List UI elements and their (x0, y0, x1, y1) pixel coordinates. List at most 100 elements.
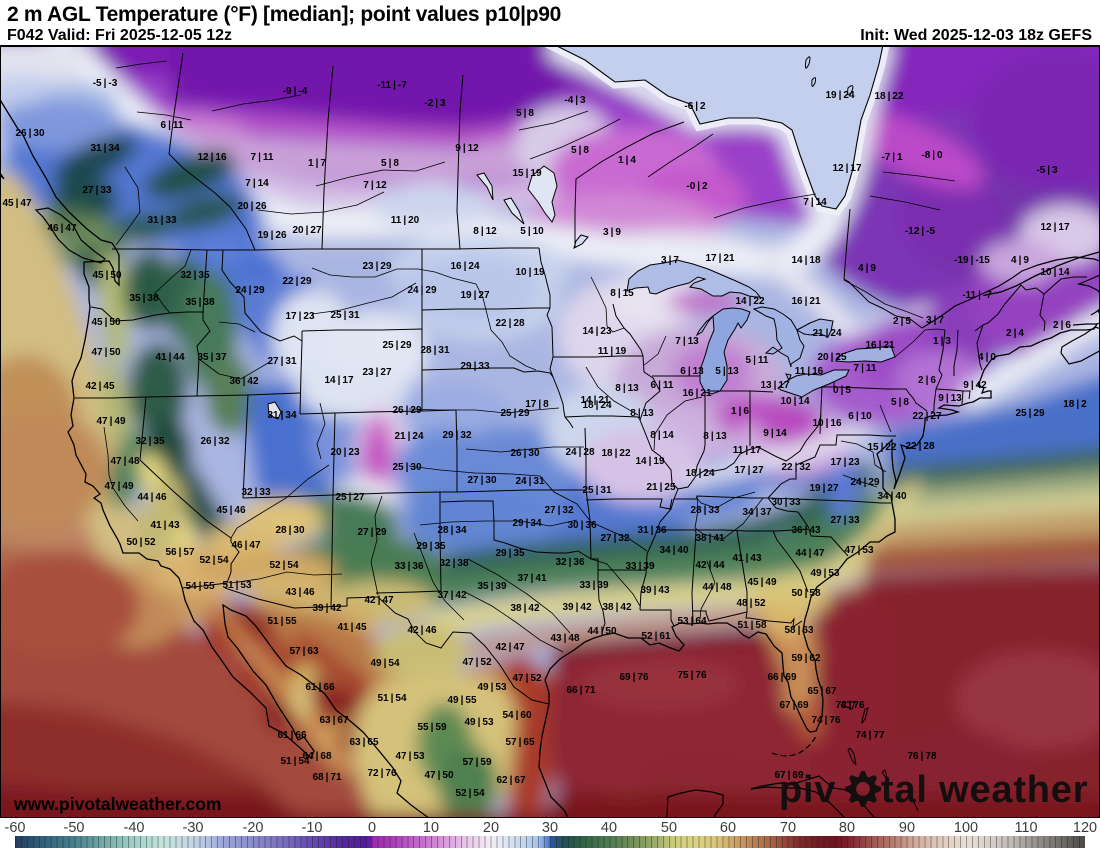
svg-text:11 | 16: 11 | 16 (795, 366, 824, 377)
svg-text:65 | 67: 65 | 67 (807, 686, 836, 697)
svg-text:27 | 33: 27 | 33 (82, 185, 111, 196)
svg-text:74 | 76: 74 | 76 (811, 715, 840, 726)
svg-text:4 | 0: 4 | 0 (978, 352, 996, 363)
svg-text:74 | 77: 74 | 77 (855, 730, 884, 741)
svg-text:64 | 68: 64 | 68 (302, 751, 331, 762)
svg-text:9 | 13: 9 | 13 (938, 393, 962, 404)
svg-text:7 | 14: 7 | 14 (245, 178, 269, 189)
svg-text:39 | 42: 39 | 42 (312, 603, 341, 614)
svg-text:23 | 29: 23 | 29 (362, 261, 391, 272)
svg-text:-12 | -5: -12 | -5 (905, 226, 936, 237)
svg-text:16 | 21: 16 | 21 (791, 296, 820, 307)
svg-text:5 | 10: 5 | 10 (520, 226, 544, 237)
svg-text:25 | 30: 25 | 30 (392, 462, 421, 473)
svg-text:16 | 21: 16 | 21 (682, 388, 711, 399)
svg-text:27 | 29: 27 | 29 (357, 527, 386, 538)
svg-text:-9 | -4: -9 | -4 (283, 86, 308, 97)
svg-text:30 | 33: 30 | 33 (771, 497, 800, 508)
svg-text:17 | 23: 17 | 23 (830, 457, 859, 468)
svg-text:11 | 20: 11 | 20 (391, 215, 420, 226)
svg-text:29 | 35: 29 | 35 (416, 541, 445, 552)
svg-text:32 | 35: 32 | 35 (180, 270, 209, 281)
svg-text:14 | 17: 14 | 17 (324, 375, 353, 386)
svg-text:20 | 25: 20 | 25 (817, 352, 846, 363)
svg-text:21 | 25: 21 | 25 (646, 482, 675, 493)
svg-text:14 | 18: 14 | 18 (791, 255, 820, 266)
svg-text:25 | 31: 25 | 31 (582, 485, 611, 496)
svg-text:3 | 7: 3 | 7 (661, 255, 679, 266)
svg-text:2 | 6: 2 | 6 (918, 375, 936, 386)
svg-text:14 | 22: 14 | 22 (735, 296, 764, 307)
svg-text:62 | 67: 62 | 67 (496, 775, 525, 786)
svg-text:3 | 9: 3 | 9 (603, 227, 621, 238)
svg-text:38 | 41: 38 | 41 (695, 533, 724, 544)
svg-text:31 | 34: 31 | 34 (90, 143, 119, 154)
svg-text:56 | 57: 56 | 57 (165, 547, 194, 558)
svg-text:66 | 71: 66 | 71 (566, 685, 595, 696)
svg-text:49 | 53: 49 | 53 (464, 717, 493, 728)
svg-text:16 | 24: 16 | 24 (450, 261, 479, 272)
svg-text:29 | 32: 29 | 32 (442, 430, 471, 441)
svg-text:20 | 27: 20 | 27 (292, 225, 321, 236)
svg-text:52 | 54: 52 | 54 (455, 788, 484, 799)
svg-text:27 | 32: 27 | 32 (600, 533, 629, 544)
svg-text:32 | 35: 32 | 35 (135, 436, 164, 447)
svg-text:51 | 58: 51 | 58 (737, 620, 766, 631)
svg-text:24 | 28: 24 | 28 (565, 447, 594, 458)
svg-text:9 | 14: 9 | 14 (763, 428, 787, 439)
svg-text:8 | 13: 8 | 13 (615, 383, 639, 394)
svg-text:-0 | 2: -0 | 2 (686, 181, 708, 192)
svg-text:piv: piv (779, 769, 836, 811)
svg-text:35 | 38: 35 | 38 (185, 297, 214, 308)
svg-text:49 | 53: 49 | 53 (477, 682, 506, 693)
svg-text:37 | 41: 37 | 41 (517, 573, 546, 584)
svg-text:25 | 29: 25 | 29 (382, 340, 411, 351)
svg-text:10 | 14: 10 | 14 (1040, 267, 1069, 278)
svg-text:16 | 21: 16 | 21 (865, 340, 894, 351)
svg-text:30 | 36: 30 | 36 (567, 520, 596, 531)
svg-text:18 | 22: 18 | 22 (601, 448, 630, 459)
svg-text:27 | 31: 27 | 31 (267, 356, 296, 367)
svg-text:1 | 4: 1 | 4 (618, 155, 636, 166)
svg-text:7 | 13: 7 | 13 (675, 336, 699, 347)
svg-text:42 | 47: 42 | 47 (495, 642, 524, 653)
svg-text:54 | 55: 54 | 55 (185, 581, 214, 592)
svg-text:25 | 29: 25 | 29 (500, 408, 529, 419)
svg-text:1 | 7: 1 | 7 (308, 158, 326, 169)
svg-text:28 | 31: 28 | 31 (420, 345, 449, 356)
svg-text:32 | 38: 32 | 38 (439, 558, 468, 569)
svg-text:27 | 30: 27 | 30 (467, 475, 496, 486)
svg-text:-2 | 3: -2 | 3 (424, 98, 446, 109)
svg-text:37 | 42: 37 | 42 (437, 590, 466, 601)
svg-text:53 | 64: 53 | 64 (677, 616, 706, 627)
svg-text:33 | 39: 33 | 39 (579, 580, 608, 591)
svg-text:67 | 69: 67 | 69 (774, 770, 803, 781)
svg-text:25 | 31: 25 | 31 (330, 310, 359, 321)
svg-text:26 | 29: 26 | 29 (392, 405, 421, 416)
svg-text:7 | 12: 7 | 12 (363, 180, 387, 191)
svg-text:18 | 24: 18 | 24 (685, 468, 714, 479)
svg-text:6 | 13: 6 | 13 (680, 366, 704, 377)
svg-text:5 | 8: 5 | 8 (571, 145, 589, 156)
svg-text:17 | 23: 17 | 23 (285, 311, 314, 322)
svg-text:1 | 3: 1 | 3 (933, 336, 951, 347)
svg-text:5 | 8: 5 | 8 (891, 397, 909, 408)
svg-text:38 | 42: 38 | 42 (602, 602, 631, 613)
svg-text:57 | 65: 57 | 65 (505, 737, 534, 748)
svg-text:46 | 47: 46 | 47 (231, 540, 260, 551)
svg-text:28 | 34: 28 | 34 (437, 525, 466, 536)
svg-text:5 | 11: 5 | 11 (746, 355, 769, 366)
svg-text:50 | 52: 50 | 52 (126, 537, 155, 548)
svg-text:12 | 17: 12 | 17 (1040, 222, 1069, 233)
svg-text:46 | 47: 46 | 47 (47, 223, 76, 234)
svg-text:50 | 58: 50 | 58 (791, 588, 820, 599)
svg-text:29 | 34: 29 | 34 (512, 518, 541, 529)
svg-text:5 | 13: 5 | 13 (715, 366, 739, 377)
svg-text:-4 | 3: -4 | 3 (564, 95, 586, 106)
svg-text:69 | 76: 69 | 76 (619, 672, 648, 683)
svg-text:13 | 17: 13 | 17 (760, 380, 789, 391)
svg-text:31 | 36: 31 | 36 (637, 525, 666, 536)
svg-text:42 | 47: 42 | 47 (364, 595, 393, 606)
svg-text:43 | 46: 43 | 46 (285, 587, 314, 598)
svg-text:18 | 2: 18 | 2 (1063, 399, 1087, 410)
